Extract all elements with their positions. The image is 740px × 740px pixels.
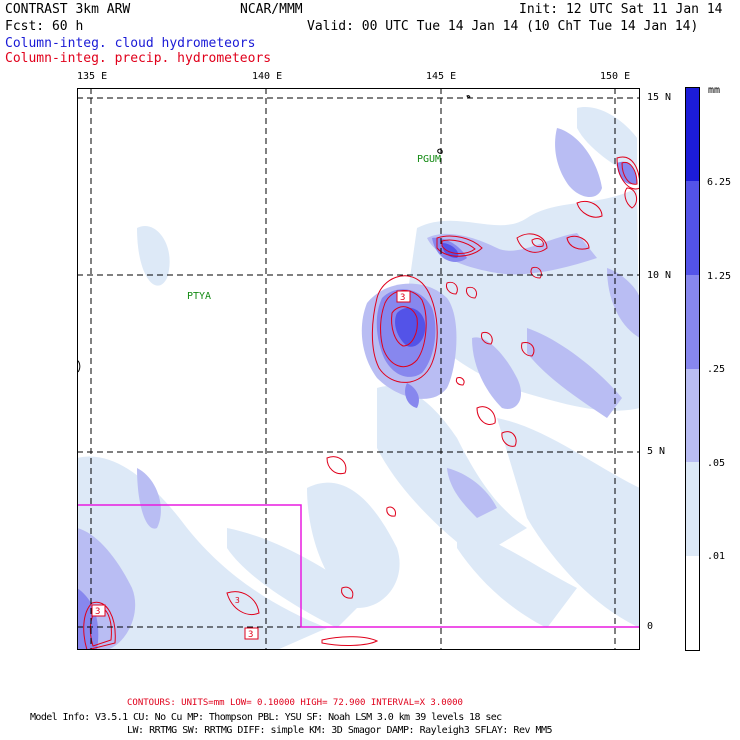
header-forecast-hour: Fcst: 60 h [5,19,84,34]
station-label-ptya: PTYA [187,291,211,302]
lat-label-0: 0 [647,621,654,632]
contour-label-box [244,627,259,640]
contour-label: 3 [95,607,100,617]
colorbar-segment-6 [686,88,699,181]
colorbar-label-1-25: 1.25 [707,271,732,282]
colorbar-segment-2 [686,462,699,556]
field-precip-label: Column-integ. precip. hydrometeors [5,51,272,66]
contour-label: 3 [400,293,405,303]
colorbar-label-0-01: .01 [707,551,726,562]
station-label-pgum: PGUM [417,154,441,165]
colorbar-segment-4 [686,275,699,369]
lon-label-145: 145 E [426,71,457,82]
colorbar [685,87,700,651]
colorbar-label-0-25: .25 [707,364,726,375]
colorbar-segment-5 [686,181,699,275]
footer-model-info-1: Model Info: V3.5.1 CU: No Cu MP: Thompso… [30,712,502,723]
colorbar-label-0-05: .05 [707,458,726,469]
lat-label-5n: 5 N [647,446,666,457]
contour-labels: 3 3 3 3 [91,290,411,640]
footer-contours: CONTOURS: UNITS=mm LOW= 0.10000 HIGH= 72… [127,698,463,708]
cloud-shading-darkest [395,243,459,347]
contour-label: 3 [248,630,253,640]
colorbar-segment-1 [686,556,699,650]
lon-label-140: 140 E [252,71,283,82]
colorbar-unit: mm [708,85,721,96]
lat-label-10n: 10 N [647,270,672,281]
precip-contours [83,156,640,650]
colorbar-label-6-25: 6.25 [707,177,732,188]
field-cloud-label: Column-integ. cloud hydrometeors [5,36,256,51]
contour-label: 3 [235,596,240,605]
lat-label-15n: 15 N [647,92,672,103]
header-valid-time: Valid: 00 UTC Tue 14 Jan 14 (10 ChT Tue … [307,19,699,34]
header-title: CONTRAST 3km ARW [5,2,131,17]
contour-label-box [396,290,411,303]
contour-label-box [91,604,106,617]
map-panel: 3 3 3 3 PGUM PTYA [77,88,640,650]
colorbar-segment-3 [686,369,699,462]
nested-domain-outline [77,504,640,628]
header-init-time: Init: 12 UTC Sat 11 Jan 14 [519,2,723,17]
lon-label-150: 150 E [600,71,631,82]
footer-model-info-2: LW: RRTMG SW: RRTMG DIFF: simple KM: 3D … [127,725,553,736]
header-org: NCAR/MMM [240,2,303,17]
lon-label-135: 135 E [77,71,108,82]
